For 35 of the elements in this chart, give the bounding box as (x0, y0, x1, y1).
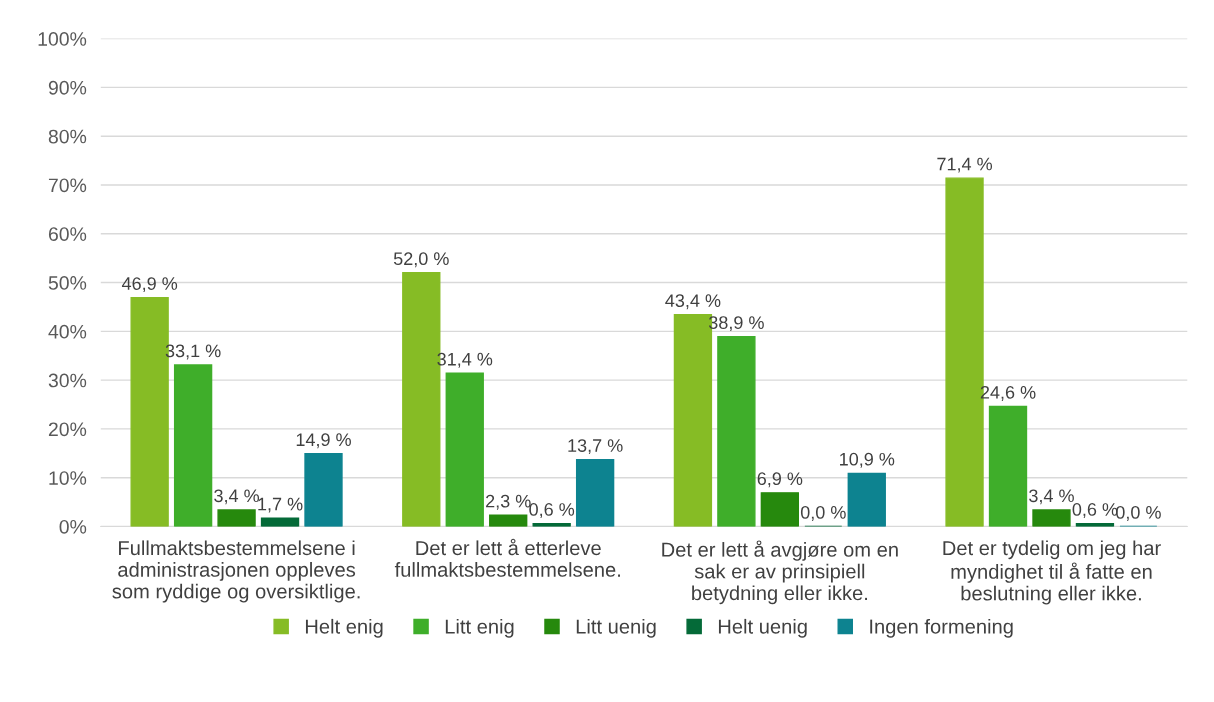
legend-label: Litt enig (445, 618, 514, 638)
y-tick-label: 0% (59, 519, 87, 534)
legend-label: Helt enig (305, 618, 383, 638)
x-tick-label: Det er lett å avgjøre om en sak er av prinsipiell betydning eller ikke. (662, 540, 898, 605)
data-label: 6,9 % (757, 472, 803, 488)
data-label: 3,4 % (214, 489, 260, 505)
x-tick-label: Fullmaktsbestemmelsene i administrasjonen oppleves som ryddige og oversiktlige. (112, 540, 360, 603)
data-label: 0,0 % (1116, 505, 1161, 521)
data-label: 1,7 % (258, 497, 303, 513)
data-label: 0,6 % (1072, 503, 1118, 518)
data-label: 0,0 % (800, 505, 846, 521)
data-label: 0,6 % (529, 503, 575, 518)
data-label: 71,4 % (937, 157, 993, 173)
legend-label: Ingen formening (870, 618, 1013, 638)
y-tick-label: 40% (48, 324, 87, 339)
legend-label: Litt uenig (576, 618, 656, 638)
y-tick-label: 50% (48, 276, 87, 290)
data-label: 43,4 % (665, 294, 721, 310)
y-tick-label: 20% (48, 422, 87, 437)
x-tick-label: Det er lett å etterleve fullmaktsbestemmelsene. (394, 538, 620, 577)
data-label: 46,9 % (121, 277, 178, 293)
legend-label: Helt uenig (718, 618, 807, 638)
y-tick-label: 70% (48, 178, 87, 193)
data-label: 3,4 % (1029, 489, 1074, 505)
y-tick-label: 60% (48, 227, 87, 241)
data-label: 13,7 % (568, 439, 623, 455)
y-tick-label: 100% (38, 32, 87, 46)
y-tick-label: 30% (48, 373, 87, 388)
y-tick-label: 90% (48, 80, 87, 95)
x-tick-label: Det er tydelig om jeg har myndighet til å fatte en beslutning eller ikke. (943, 540, 1161, 605)
y-tick-label: 80% (48, 129, 87, 144)
data-label: 14,9 % (296, 433, 351, 449)
data-label: 52,0 % (393, 252, 449, 268)
data-label: 10,9 % (840, 452, 895, 468)
y-tick-label: 10% (49, 471, 87, 485)
